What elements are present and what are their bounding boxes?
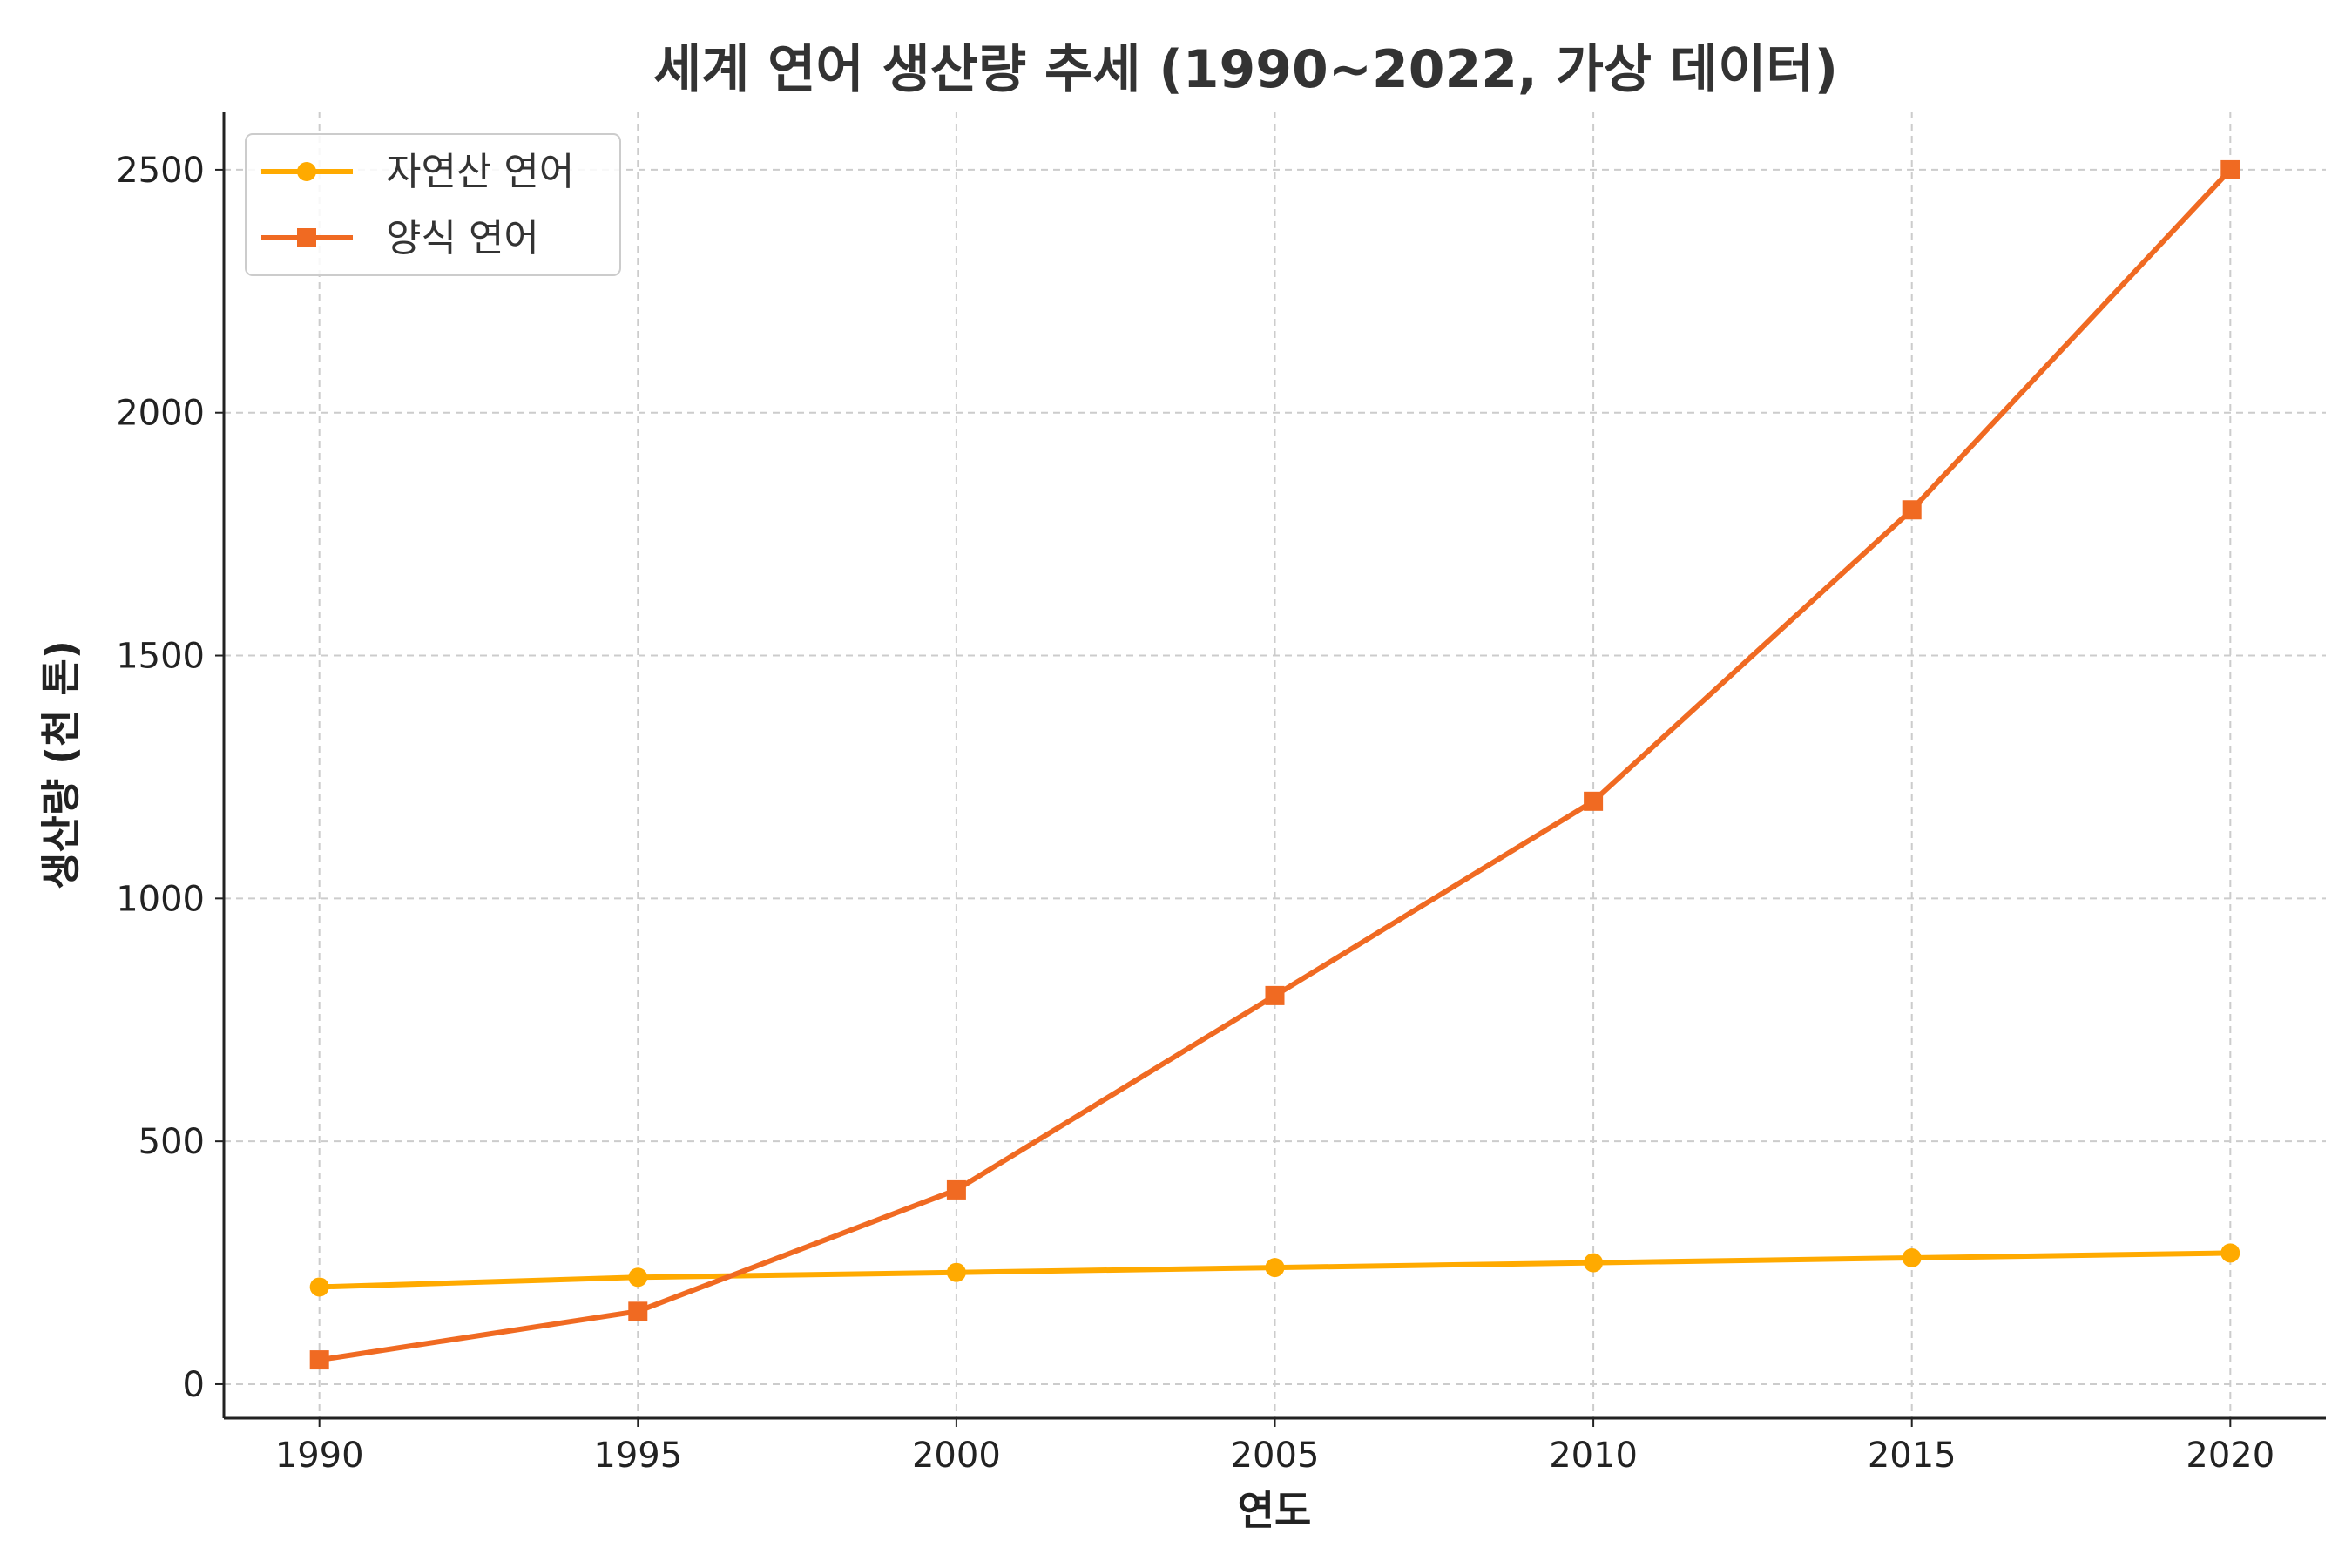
data-point — [946, 1262, 966, 1282]
data-point — [1584, 1253, 1604, 1273]
data-point — [628, 1267, 648, 1288]
data-point — [1584, 791, 1604, 811]
legend-label: 양식 연어 — [386, 216, 539, 260]
data-point — [1265, 985, 1285, 1005]
x-tick-label: 1995 — [593, 1436, 682, 1476]
y-axis-label: 생산량 (천 톤) — [37, 640, 84, 889]
legend-label: 자연산 연어 — [386, 150, 574, 194]
data-point — [309, 1350, 329, 1370]
x-tick-label: 2020 — [2186, 1436, 2274, 1476]
y-tick-label: 1000 — [116, 879, 205, 919]
x-tick-label: 2005 — [1231, 1436, 1320, 1476]
y-tick-label: 0 — [183, 1365, 205, 1405]
data-point — [2220, 159, 2240, 179]
x-axis-label: 연도 — [1238, 1487, 1312, 1534]
x-tick-label: 2010 — [1549, 1436, 1638, 1476]
data-point — [946, 1179, 966, 1200]
data-point — [628, 1301, 648, 1321]
legend-item: 자연산 연어 — [261, 150, 574, 194]
x-tick-label: 1990 — [275, 1436, 364, 1476]
legend-swatch-marker — [297, 162, 316, 181]
x-tick-label: 2000 — [912, 1436, 1001, 1476]
data-point — [1902, 1247, 1922, 1267]
x-tick-label: 2015 — [1868, 1436, 1957, 1476]
series-layer — [309, 159, 2240, 1370]
y-tick-label: 500 — [139, 1122, 205, 1162]
series-2 — [309, 159, 2240, 1370]
legend-item: 양식 연어 — [261, 216, 539, 260]
series-1 — [309, 1243, 2240, 1297]
grid-layer — [224, 112, 2326, 1418]
data-point — [309, 1277, 329, 1297]
data-point — [2220, 1243, 2240, 1263]
legend-swatch-marker — [297, 228, 316, 247]
y-tick-label: 2000 — [116, 394, 205, 434]
chart-title: 세계 연어 생산량 추세 (1990~2022, 가상 데이터) — [653, 39, 1838, 100]
data-point — [1902, 500, 1922, 520]
y-tick-label: 2500 — [116, 151, 205, 191]
data-point — [1265, 1258, 1285, 1278]
tick-layer: 1990 1995 2000 2005 2010 2015 2020 0 500 1000 1500… — [116, 151, 2274, 1476]
y-tick-label: 1500 — [116, 637, 205, 677]
